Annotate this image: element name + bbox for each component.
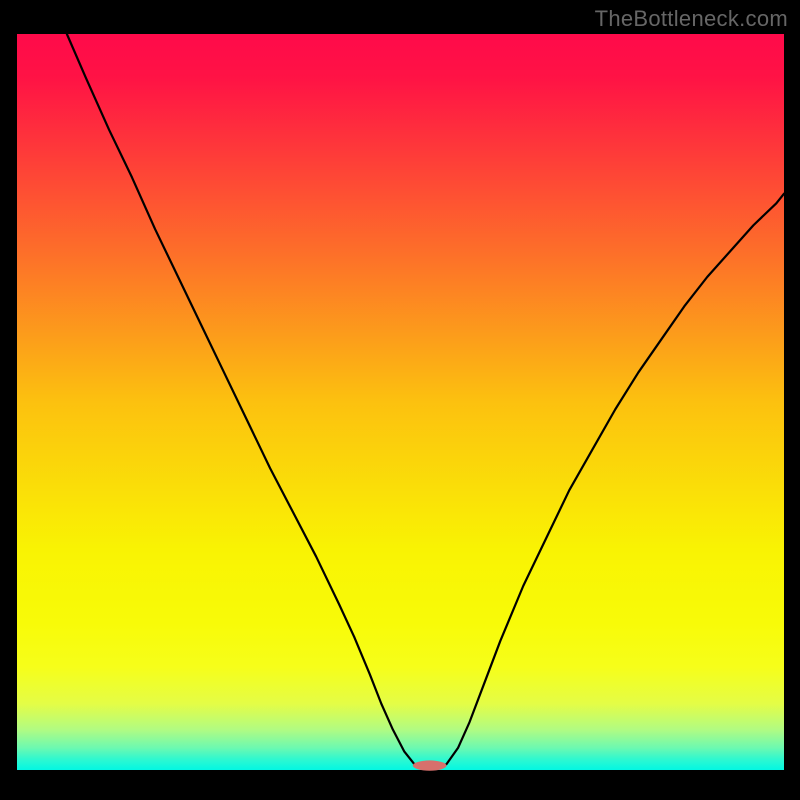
watermark-text: TheBottleneck.com [595,6,788,32]
optimum-marker [413,760,447,770]
chart-gradient-background [17,34,784,770]
bottleneck-curve-chart [0,0,800,800]
chart-container: TheBottleneck.com [0,0,800,800]
